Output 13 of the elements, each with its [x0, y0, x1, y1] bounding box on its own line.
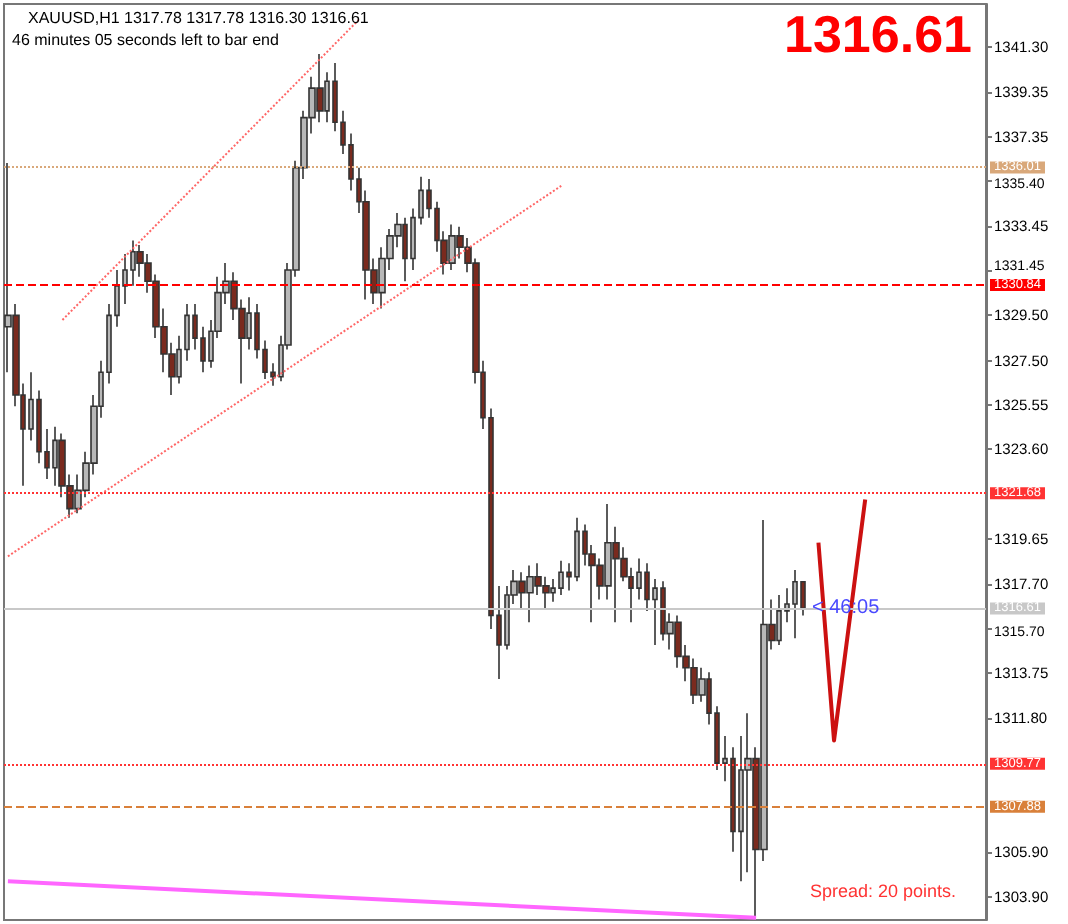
annotation: 1316.61: [784, 4, 972, 64]
annotation: Spread: 20 points.: [810, 881, 957, 901]
annotation: < 46:05: [812, 597, 881, 619]
candlestick: [776, 594, 782, 646]
candlestick: [526, 564, 534, 624]
candlestick: [574, 516, 580, 583]
annotation: 46 minutes 05 seconds left to bar end: [12, 31, 279, 49]
candlestick: [660, 580, 666, 642]
candlestick: [448, 223, 456, 271]
annotation: XAUUSD,H1 1317.78 1317.78 1316.30 1316.61: [28, 9, 370, 27]
candlestick: [402, 216, 408, 283]
candlestick: [558, 560, 564, 596]
candlestick: [792, 569, 798, 639]
